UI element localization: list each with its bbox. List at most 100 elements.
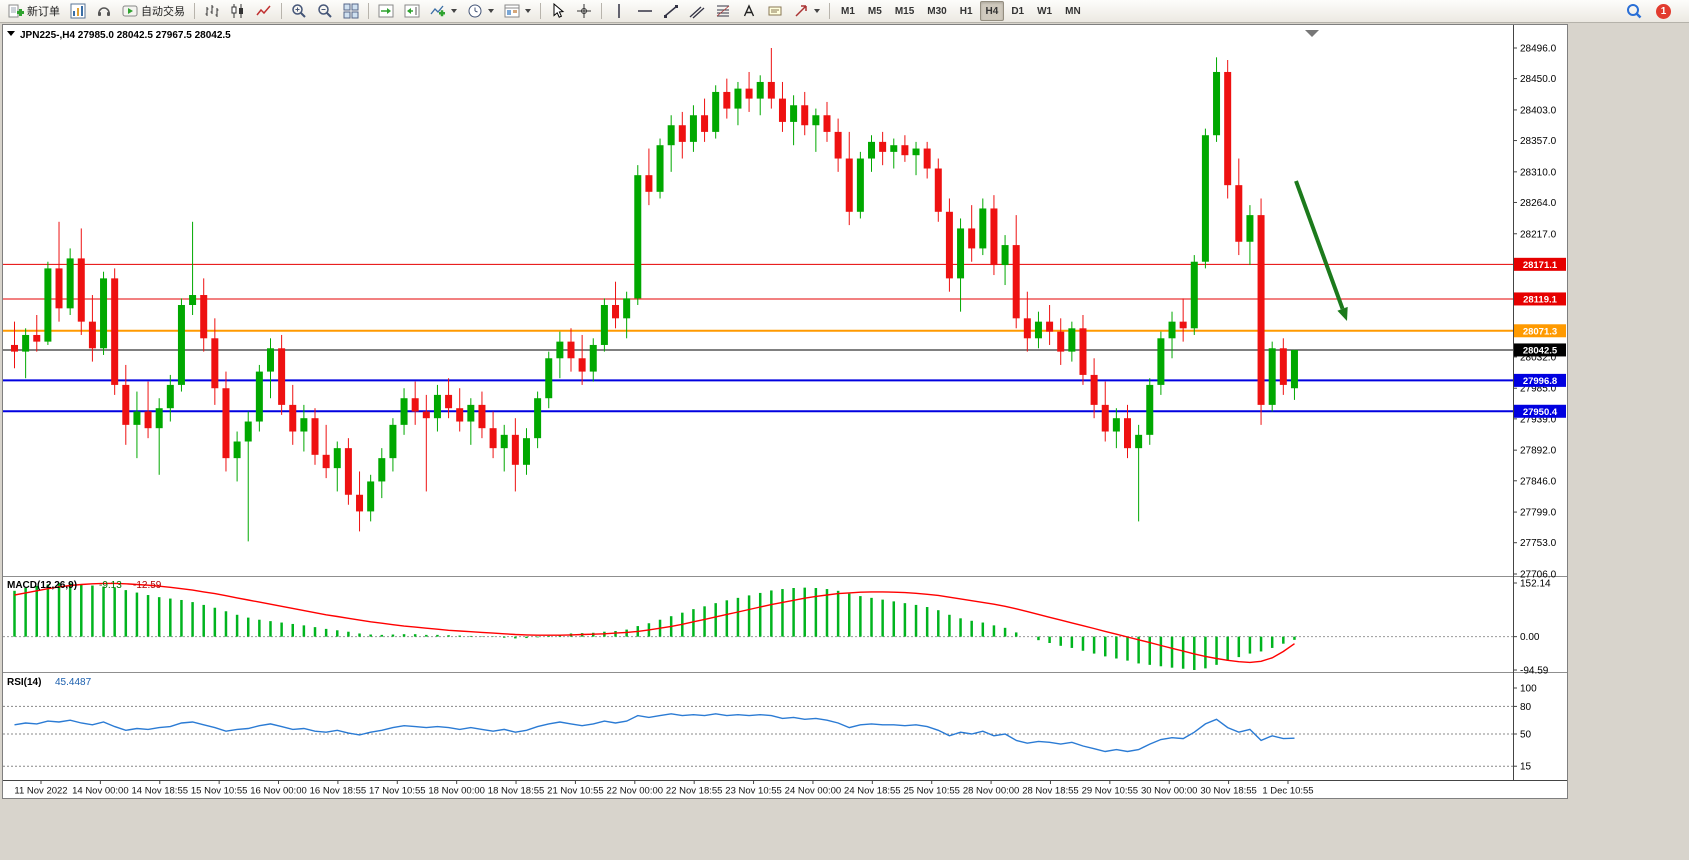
zoom-in-button[interactable] [287, 1, 311, 21]
horizontal-line-button[interactable] [633, 1, 657, 21]
svg-text:22 Nov 00:00: 22 Nov 00:00 [607, 786, 664, 797]
toolbar-separator [540, 3, 541, 19]
periods-button[interactable] [463, 1, 498, 21]
timeframe-button-m1[interactable]: M1 [841, 5, 855, 17]
toolbar-separator [829, 3, 830, 19]
candlestick-chart-button[interactable] [226, 1, 250, 21]
fibonacci-button[interactable] [711, 1, 735, 21]
chart-profiles-button[interactable] [66, 1, 90, 21]
rsi-panel: RSI(14) 45.4487 100 80 50 15 [3, 677, 1537, 773]
crosshair-button[interactable] [572, 1, 596, 21]
timeframe-button-m15[interactable]: M15 [894, 5, 915, 17]
svg-text:28264.0: 28264.0 [1520, 198, 1557, 209]
channel-button[interactable] [685, 1, 709, 21]
svg-text:-9.13: -9.13 [99, 580, 122, 591]
chevron-down-icon [451, 9, 457, 13]
candlestick-chart-icon [231, 4, 243, 18]
search-icon [1627, 4, 1642, 19]
toolbar: 新订单 自动交易 [0, 0, 1689, 23]
panel-separators[interactable] [3, 576, 1567, 781]
svg-text:JPN225-,H4 27985.0 28042.5 279: JPN225-,H4 27985.0 28042.5 27967.5 28042… [20, 30, 231, 41]
svg-text:15: 15 [1520, 762, 1532, 773]
line-chart-button[interactable] [252, 1, 276, 21]
zoom-in-icon [292, 4, 306, 18]
workspace-background-right [1568, 24, 1689, 799]
timeframe-button-m30[interactable]: M30 [927, 5, 947, 17]
svg-text:18 Nov 00:00: 18 Nov 00:00 [428, 786, 485, 797]
timeframe-button-m5[interactable]: M5 [867, 5, 882, 17]
crosshair-icon [577, 4, 591, 18]
timeframe-button-d1[interactable]: D1 [1011, 5, 1025, 17]
notification-badge[interactable]: 1 [1656, 3, 1671, 19]
price-chart[interactable]: 28496.0 28450.0 28403.0 28357.0 28310.0 28264… [3, 25, 1567, 798]
svg-text:29 Nov 10:55: 29 Nov 10:55 [1082, 786, 1139, 797]
new-order-button[interactable]: 新订单 [4, 1, 64, 21]
svg-text:27753.0: 27753.0 [1520, 538, 1557, 549]
svg-text:27996.8: 27996.8 [1523, 376, 1557, 387]
text-button[interactable] [737, 1, 761, 21]
autotrading-button[interactable]: 自动交易 [118, 1, 189, 21]
zoom-out-icon [318, 4, 332, 18]
svg-text:16 Nov 00:00: 16 Nov 00:00 [250, 786, 307, 797]
svg-text:21 Nov 10:55: 21 Nov 10:55 [547, 786, 604, 797]
svg-text:28 Nov 00:00: 28 Nov 00:00 [963, 786, 1020, 797]
svg-text:27939.0: 27939.0 [1520, 414, 1557, 425]
chart-shift-marker[interactable] [1305, 30, 1319, 37]
svg-text:30 Nov 00:00: 30 Nov 00:00 [1141, 786, 1198, 797]
svg-text:28217.0: 28217.0 [1520, 229, 1557, 240]
timeframe-button-w1[interactable]: W1 [1037, 5, 1053, 17]
svg-text:-94.59: -94.59 [1520, 666, 1549, 677]
timeframe-button-mn[interactable]: MN [1065, 5, 1081, 17]
line-chart-icon [256, 5, 271, 16]
svg-text:45.4487: 45.4487 [55, 677, 92, 688]
chart-shift-icon [404, 4, 420, 18]
fibonacci-icon [716, 5, 730, 17]
toolbar-separator [368, 3, 369, 19]
bar-chart-icon [205, 5, 219, 17]
autotrading-label: 自动交易 [141, 6, 185, 18]
market-watch-button[interactable] [92, 1, 116, 21]
svg-text:0.00: 0.00 [1520, 632, 1540, 643]
trendline-button[interactable] [659, 1, 683, 21]
svg-text:11 Nov 2022: 11 Nov 2022 [14, 786, 67, 797]
bar-chart-button[interactable] [200, 1, 224, 21]
cursor-button[interactable] [546, 1, 570, 21]
text-label-button[interactable] [763, 1, 787, 21]
auto-scroll-button[interactable] [374, 1, 398, 21]
svg-text:100: 100 [1520, 684, 1537, 695]
tile-windows-button[interactable] [339, 1, 363, 21]
toolbar-separator [194, 3, 195, 19]
templates-button[interactable] [500, 1, 535, 21]
svg-text:18 Nov 18:55: 18 Nov 18:55 [488, 786, 545, 797]
macd-panel: MACD(12,26,9) -9.13 -12.59 152.14 0.00 -94.59 [3, 579, 1551, 677]
indicators-button[interactable] [426, 1, 461, 21]
time-axis[interactable]: 11 Nov 2022 14 Nov 00:00 14 Nov 18:55 15 No… [14, 780, 1314, 797]
price-axis[interactable]: 28496.0 28450.0 28403.0 28357.0 28310.0 28264… [1513, 25, 1557, 781]
svg-text:14 Nov 00:00: 14 Nov 00:00 [72, 786, 129, 797]
autotrading-icon [122, 5, 138, 17]
chevron-down-icon [488, 9, 494, 13]
vertical-line-icon [618, 4, 620, 18]
timeframe-button-h1[interactable]: H1 [959, 5, 973, 17]
svg-text:28171.1: 28171.1 [1523, 260, 1558, 271]
svg-text:28042.5: 28042.5 [1523, 345, 1558, 356]
chart-shift-button[interactable] [400, 1, 424, 21]
vertical-line-button[interactable] [607, 1, 631, 21]
chart-window[interactable]: 28496.0 28450.0 28403.0 28357.0 28310.0 28264… [2, 24, 1568, 799]
svg-text:28403.0: 28403.0 [1520, 105, 1557, 116]
svg-text:28032.0: 28032.0 [1520, 352, 1557, 363]
timeframe-button-h4[interactable]: H4 [979, 1, 1005, 21]
search-button[interactable] [1622, 1, 1646, 21]
arrows-tool-button[interactable] [789, 1, 824, 21]
svg-text:1 Dec 10:55: 1 Dec 10:55 [1262, 786, 1313, 797]
annotations[interactable] [1294, 180, 1348, 321]
price-tags[interactable]: 28171.1 28119.1 28071.3 27996.8 27950.4 28042… [1514, 257, 1566, 418]
new-order-icon [8, 4, 24, 18]
market-watch-icon [98, 7, 110, 16]
zoom-out-button[interactable] [313, 1, 337, 21]
svg-text:28 Nov 18:55: 28 Nov 18:55 [1022, 786, 1079, 797]
workspace-background-bottom [0, 799, 1689, 860]
arrow-tool-icon [795, 5, 807, 17]
channel-icon [689, 6, 705, 19]
svg-text:24 Nov 18:55: 24 Nov 18:55 [844, 786, 901, 797]
